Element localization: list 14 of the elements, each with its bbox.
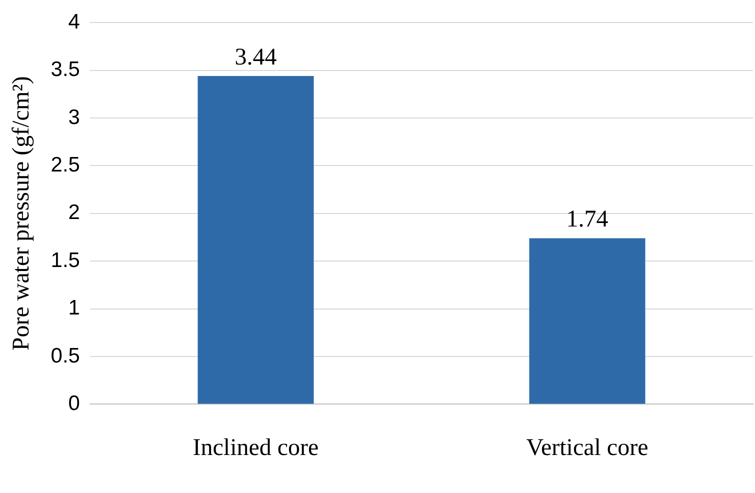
y-tick-label: 0.5 <box>50 344 80 368</box>
y-tick-label: 3 <box>68 106 80 129</box>
y-tick-label: 4 <box>68 10 80 34</box>
y-axis-title: Pore water pressure (gf/cm²) <box>8 76 35 351</box>
x-tick-label: Vertical core <box>526 434 648 461</box>
data-label: 1.74 <box>566 206 608 232</box>
y-tick-label: 3.5 <box>50 58 80 82</box>
y-tick-label: 1 <box>68 296 80 320</box>
y-tick-label: 1.5 <box>50 248 80 272</box>
y-tick-label: 2 <box>68 201 80 224</box>
y-tick-label: 2.5 <box>50 153 80 176</box>
y-tick-label: 0 <box>68 392 80 415</box>
data-label: 3.44 <box>234 44 277 70</box>
x-tick-label: Inclined core <box>192 434 319 461</box>
